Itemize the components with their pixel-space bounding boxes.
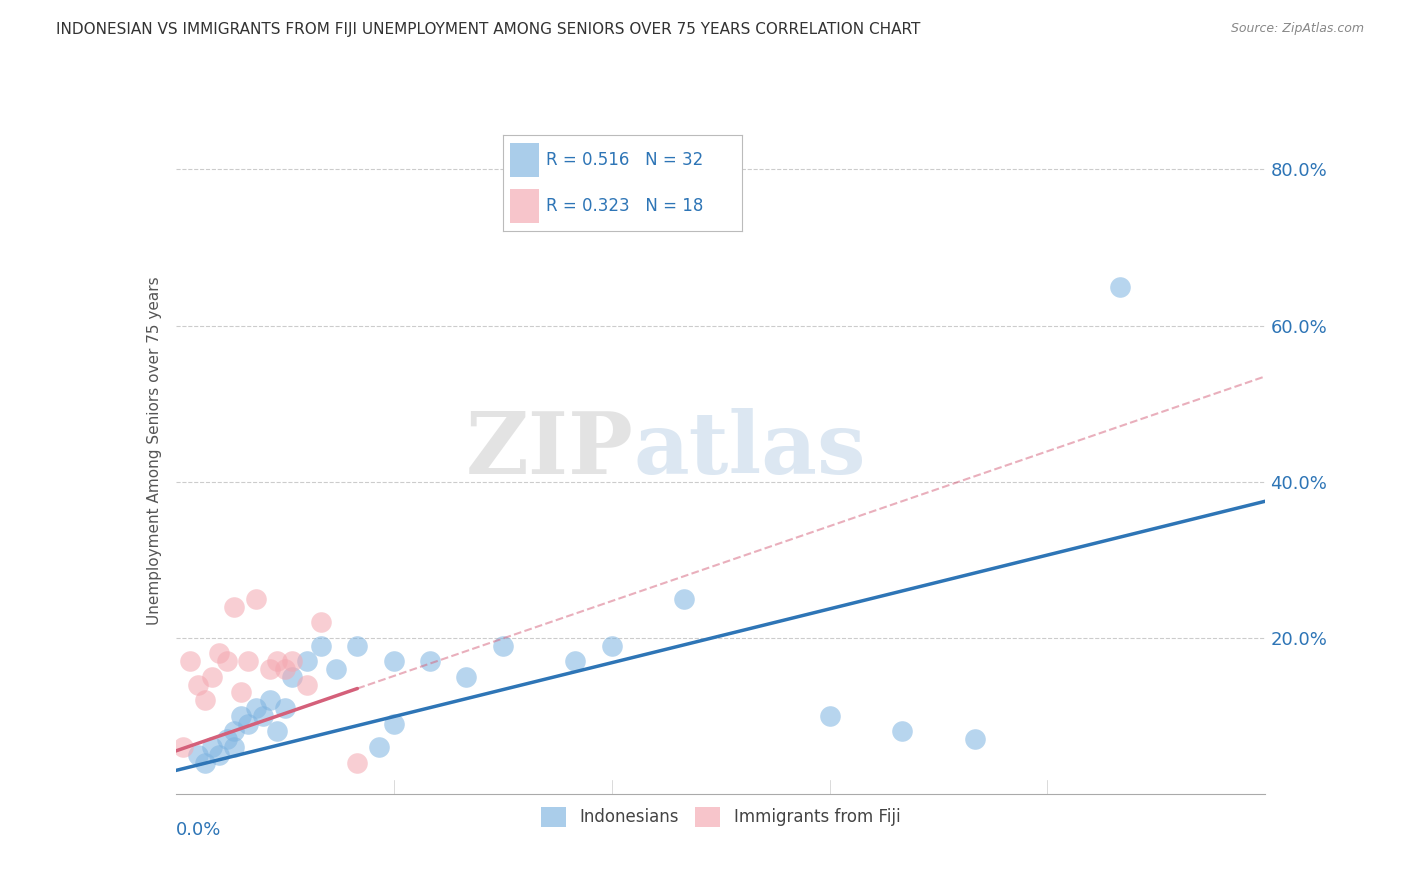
Point [818,708,841,723]
Point [231,685,253,699]
Y-axis label: Unemployment Among Seniors over 75 years: Unemployment Among Seniors over 75 years [146,277,162,624]
Text: atlas: atlas [633,409,866,492]
Point [673,591,696,606]
Point [309,639,332,653]
Point [201,740,224,755]
Point [281,654,304,668]
Point [238,654,260,668]
Point [963,732,986,747]
Point [215,732,238,747]
Point [231,708,253,723]
Point [891,724,914,739]
Point [259,662,281,676]
Point [274,701,297,715]
Point [215,654,238,668]
Point [325,662,347,676]
Point [245,591,267,606]
Point [309,615,332,630]
Point [600,639,623,653]
Point [179,654,201,668]
Point [201,670,224,684]
Point [172,740,194,755]
Point [252,708,274,723]
Point [456,670,478,684]
Point [1109,279,1132,293]
Point [222,740,245,755]
Point [186,747,209,762]
Point [266,724,288,739]
Point [382,654,405,668]
Legend: Indonesians, Immigrants from Fiji: Indonesians, Immigrants from Fiji [534,800,907,834]
Point [368,740,391,755]
Point [281,670,304,684]
Point [266,654,288,668]
Text: Source: ZipAtlas.com: Source: ZipAtlas.com [1230,22,1364,36]
Point [564,654,586,668]
Point [208,646,231,660]
Point [222,599,245,614]
Point [492,639,515,653]
Point [238,716,260,731]
Point [208,747,231,762]
Point [259,693,281,707]
Point [222,724,245,739]
Text: 0.0%: 0.0% [176,822,221,839]
Point [194,756,217,770]
Point [186,678,209,692]
Text: INDONESIAN VS IMMIGRANTS FROM FIJI UNEMPLOYMENT AMONG SENIORS OVER 75 YEARS CORR: INDONESIAN VS IMMIGRANTS FROM FIJI UNEMP… [56,22,921,37]
Point [274,662,297,676]
Point [295,678,318,692]
Text: ZIP: ZIP [465,409,633,492]
Point [194,693,217,707]
Point [346,756,368,770]
Point [382,716,405,731]
Point [346,639,368,653]
Point [419,654,441,668]
Point [245,701,267,715]
Point [295,654,318,668]
